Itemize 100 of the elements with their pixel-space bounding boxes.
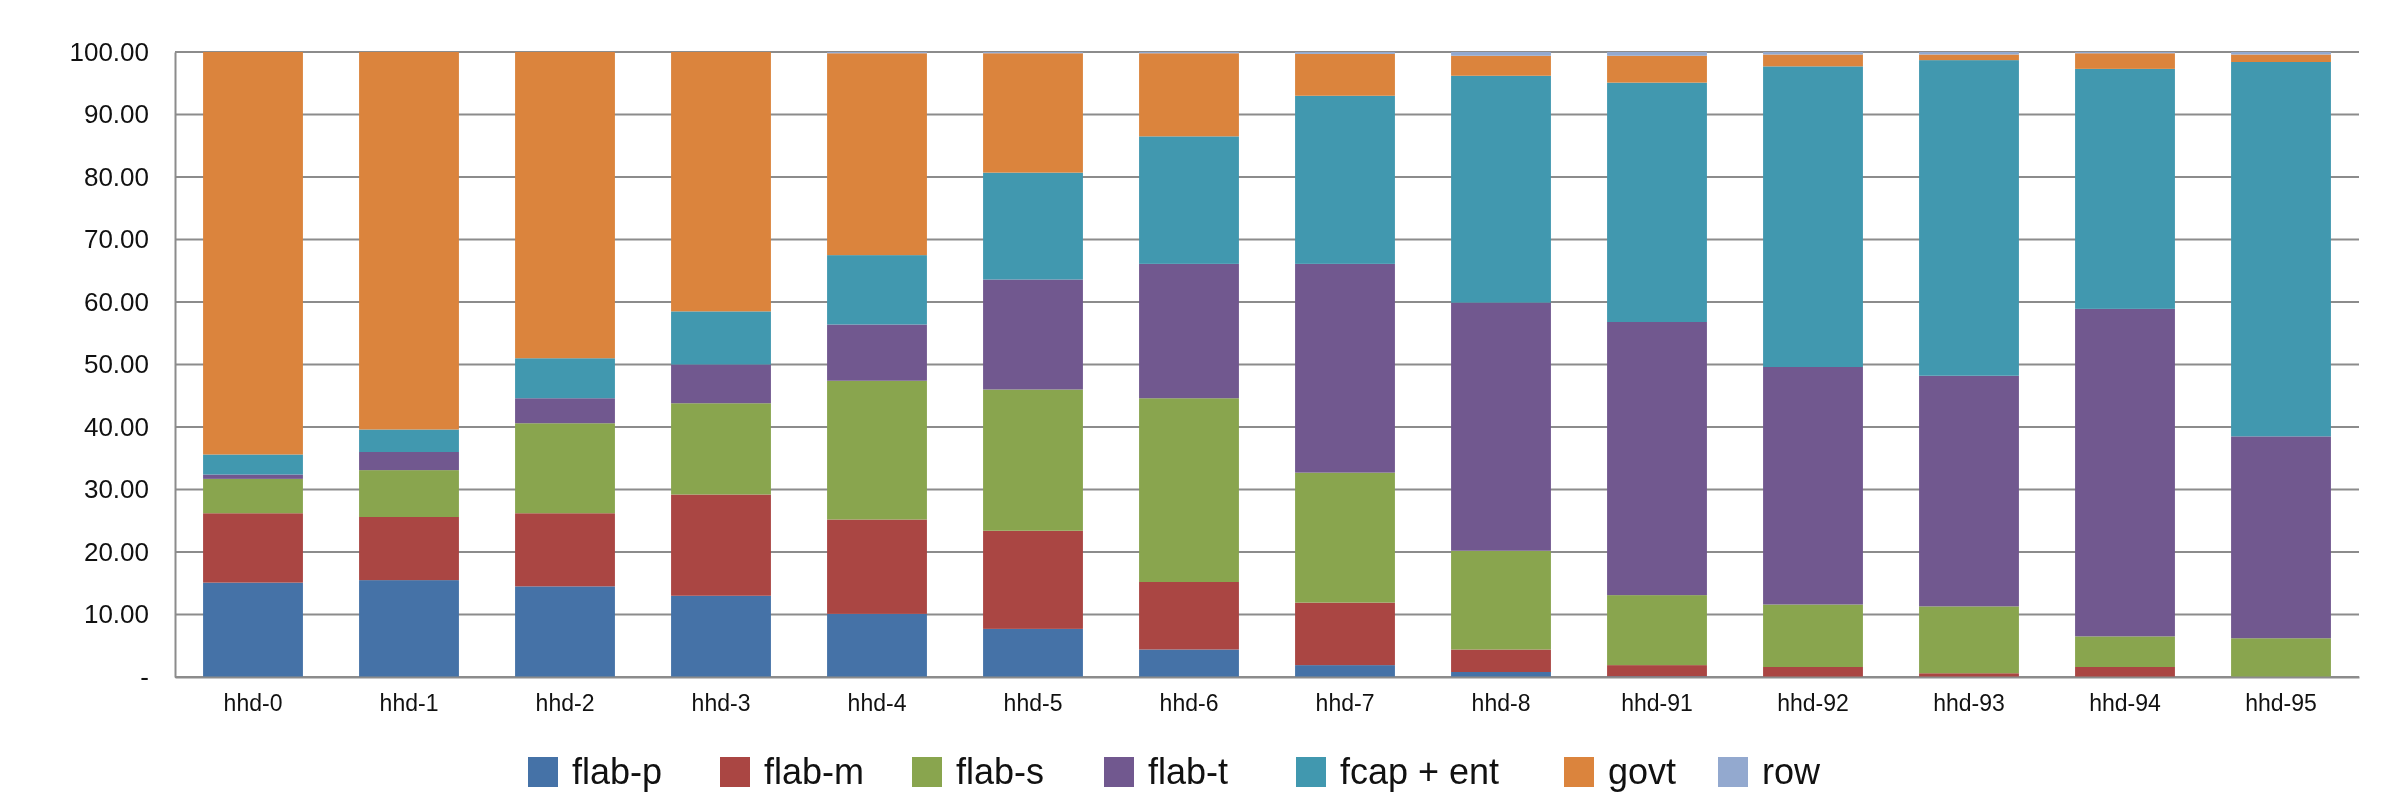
bar <box>203 478 303 514</box>
bar <box>2231 62 2331 437</box>
bar <box>1607 52 1707 56</box>
y-tick-label: 20.00 <box>83 536 149 567</box>
bar <box>1763 367 1863 605</box>
bar <box>1919 606 2019 674</box>
y-tick-label: - <box>140 661 149 692</box>
y-tick-label: 90.00 <box>83 99 149 130</box>
bar <box>1607 665 1707 677</box>
bar <box>2231 638 2331 677</box>
bar <box>1295 263 1395 473</box>
bar <box>671 403 771 495</box>
y-tick-label: 30.00 <box>83 474 149 505</box>
bar <box>1451 52 1551 56</box>
bar <box>359 452 459 471</box>
bar <box>1919 673 2019 677</box>
bar <box>515 52 615 359</box>
bar <box>2075 667 2175 677</box>
legend-label: flab-s <box>956 751 1045 792</box>
bar <box>1139 649 1239 677</box>
bar <box>359 580 459 677</box>
bar <box>1139 136 1239 264</box>
bar <box>1139 263 1239 399</box>
x-tick-label: hhd-7 <box>1315 690 1375 717</box>
bar <box>2075 308 2175 637</box>
bar <box>1607 82 1707 322</box>
x-tick-label: hhd-95 <box>2245 690 2317 717</box>
bar <box>983 53 1083 173</box>
x-tick-label: hhd-93 <box>1933 690 2005 717</box>
bar <box>827 255 927 325</box>
bar <box>2075 68 2175 309</box>
bar <box>1763 52 1863 55</box>
x-tick-label: hhd-92 <box>1777 690 1849 717</box>
bar <box>2231 436 2331 639</box>
bar <box>515 586 615 677</box>
x-tick-label: hhd-6 <box>1159 690 1219 717</box>
bar <box>203 474 303 479</box>
bar <box>671 52 771 312</box>
x-tick-label: hhd-8 <box>1471 690 1531 717</box>
bar <box>1919 375 2019 607</box>
bar <box>983 389 1083 531</box>
bar <box>203 582 303 677</box>
bar <box>1295 53 1395 96</box>
bar <box>515 398 615 424</box>
bar <box>1451 550 1551 650</box>
bar <box>827 53 927 256</box>
bar <box>2075 636 2175 667</box>
bar <box>2075 53 2175 69</box>
bar <box>671 494 771 596</box>
bar <box>1451 672 1551 677</box>
y-tick-label: 50.00 <box>83 349 149 380</box>
bar <box>1763 604 1863 667</box>
bar <box>1763 54 1863 67</box>
bar <box>1295 95 1395 264</box>
bar <box>1139 398 1239 582</box>
bar <box>1451 649 1551 672</box>
bar <box>1295 602 1395 666</box>
y-tick-label: 60.00 <box>83 286 149 317</box>
legend-label: flab-t <box>1148 751 1229 792</box>
bar <box>515 358 615 399</box>
legend-label: fcap + ent <box>1340 751 1500 792</box>
y-tick-label: 40.00 <box>83 411 149 442</box>
bar <box>1607 322 1707 596</box>
bar <box>1295 472 1395 603</box>
bar <box>359 517 459 581</box>
bar <box>983 172 1083 280</box>
bar <box>827 380 927 520</box>
bar <box>359 429 459 452</box>
bar <box>827 519 927 614</box>
bar <box>359 470 459 517</box>
x-tick-label: hhd-3 <box>691 690 751 717</box>
bar <box>1919 60 2019 376</box>
y-tick-label: 80.00 <box>83 161 149 192</box>
bar <box>1139 53 1239 137</box>
bar <box>2231 52 2331 55</box>
x-tick-label: hhd-5 <box>1003 690 1063 717</box>
x-tick-label: hhd-4 <box>847 690 907 717</box>
bar <box>1607 595 1707 666</box>
legend-label: govt <box>1608 751 1677 792</box>
bar <box>983 628 1083 677</box>
bar <box>359 52 459 430</box>
bar <box>1763 667 1863 677</box>
bar <box>203 513 303 583</box>
x-tick-label: hhd-2 <box>535 690 595 717</box>
bar <box>983 279 1083 390</box>
bar <box>671 364 771 404</box>
bar <box>1295 665 1395 677</box>
bar <box>1451 75 1551 303</box>
bar <box>1763 66 1863 367</box>
bar <box>827 613 927 677</box>
bar <box>671 595 771 677</box>
bar <box>1451 55 1551 76</box>
x-tick-label: hhd-1 <box>379 690 439 717</box>
bar <box>1607 55 1707 83</box>
y-tick-label: 70.00 <box>83 224 149 255</box>
y-tick-label: 10.00 <box>83 599 149 630</box>
bar <box>203 52 303 455</box>
bar <box>1451 302 1551 551</box>
x-tick-label: hhd-0 <box>223 690 283 717</box>
bar <box>1919 52 2019 55</box>
